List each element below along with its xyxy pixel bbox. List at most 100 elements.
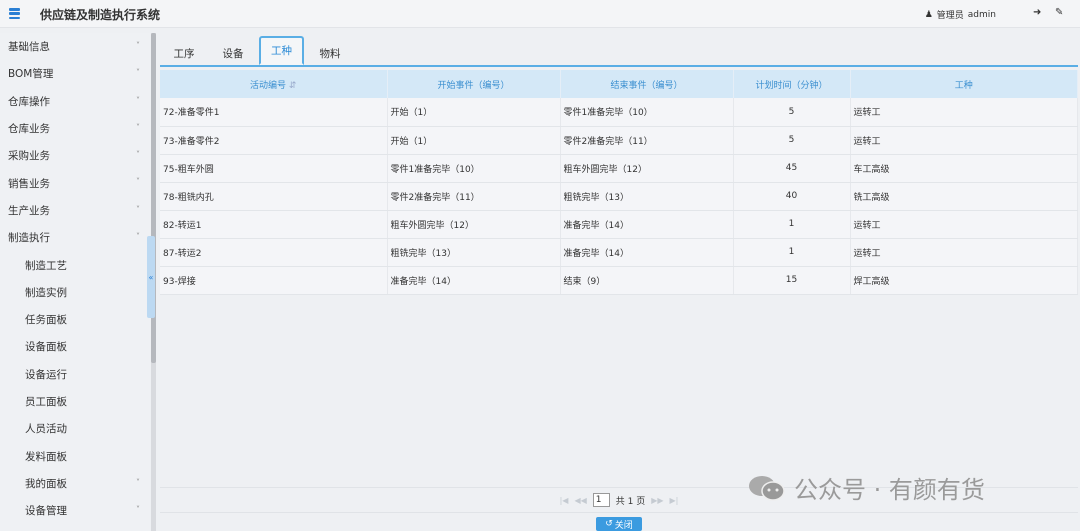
sidebar-item[interactable]: 我的面板 ˅ [0, 470, 150, 497]
table-cell: 1 [733, 210, 851, 239]
table-row[interactable]: 93-焊接 准备完毕（14） 结束（9） 15 焊工高级 [160, 266, 1078, 295]
table-row[interactable]: 78-粗铣内孔 零件2准备完毕（11） 粗铣完毕（13） 40 铣工高级 [160, 182, 1078, 211]
chevron-down-icon: ˅ [136, 41, 140, 50]
chevron-down-icon: ˅ [136, 68, 140, 78]
username: admin [967, 9, 996, 20]
table-row[interactable]: 75-粗车外圆 零件1准备完毕（10） 粗车外圆完毕（12） 45 车工高级 [160, 154, 1078, 183]
table-cell: 开始（1） [387, 98, 561, 127]
chevron-down-icon: ˅ [136, 505, 140, 515]
column-header-time[interactable]: 计划时间（分钟） [733, 70, 851, 98]
column-header-activity[interactable]: 活动编号 ⇵ [160, 70, 388, 98]
table-cell: 粗车外圆完毕（12） [387, 210, 561, 239]
sidebar-item[interactable]: 任务面板 [0, 306, 150, 333]
table-row[interactable]: 87-转运2 粗铣完毕（13） 准备完毕（14） 1 运转工 [160, 238, 1078, 267]
tab-process[interactable]: 工序 [173, 48, 195, 60]
sidebar-item[interactable]: 设备管理 ˅ [0, 497, 150, 524]
table-cell: 82-转运1 [160, 210, 388, 239]
table-row[interactable]: 72-准备零件1 开始（1） 零件1准备完毕（10） 5 运转工 [160, 98, 1078, 127]
last-page-icon[interactable]: ▶| [669, 495, 679, 505]
sidebar-item[interactable]: 制造执行 ˅ [0, 224, 150, 251]
logout-icon[interactable]: ➜ [1033, 7, 1042, 18]
main-panel: 工序 设备 工种 物料 活动编号 ⇵ 开始事件（编号） 结束事件（编号） 计划时… [158, 33, 1078, 531]
chevron-down-icon: ˅ [136, 177, 140, 187]
app-header: 供应链及制造执行系统 ♟ 管理员 admin ➜ ✎ [0, 0, 1080, 28]
table-cell: 75-粗车外圆 [160, 154, 388, 183]
chevron-down-icon: ˅ [136, 204, 140, 214]
sidebar-item[interactable]: 设备面板 [0, 333, 150, 360]
page-total: 共 1 页 [615, 496, 646, 507]
next-page-icon[interactable]: ▶▶ [651, 495, 664, 505]
table-cell: 78-粗铣内孔 [160, 182, 388, 211]
close-label: 关闭 [614, 520, 633, 531]
collapse-sidebar-icon[interactable]: « [147, 236, 155, 318]
table-row[interactable]: 82-转运1 粗车外圆完毕（12） 准备完毕（14） 1 运转工 [160, 210, 1078, 239]
sidebar-item[interactable]: 仓库业务 ˅ [0, 115, 150, 142]
sidebar-item-label: 仓库操作 [8, 95, 50, 108]
prev-page-icon[interactable]: ◀◀ [574, 495, 587, 505]
close-button[interactable]: ↺ 关闭 [596, 517, 642, 531]
table-cell: 焊工高级 [850, 266, 1078, 295]
sidebar-item[interactable]: BOM管理 ˅ [0, 60, 150, 87]
table-cell: 零件2准备完毕（11） [560, 126, 734, 155]
table-cell: 72-准备零件1 [160, 98, 388, 127]
sidebar-item[interactable]: 生产业务 ˅ [0, 197, 150, 224]
sidebar-item[interactable]: 员工面板 [0, 388, 150, 415]
table-cell: 93-焊接 [160, 266, 388, 295]
table-cell: 零件2准备完毕（11） [387, 182, 561, 211]
user-info[interactable]: ♟ 管理员 admin [924, 8, 996, 22]
brush-icon[interactable]: ✎ [1055, 7, 1064, 18]
column-header-worktype[interactable]: 工种 [850, 70, 1078, 98]
table-cell: 5 [733, 126, 851, 155]
watermark: 公众号 · 有颜有货 [748, 470, 985, 505]
sidebar-item[interactable]: 采购业务 ˅ [0, 142, 150, 169]
table-row[interactable]: 73-准备零件2 开始（1） 零件2准备完毕（11） 5 运转工 [160, 126, 1078, 155]
sidebar-item[interactable]: 制造工艺 [0, 251, 150, 278]
pagination: |◀ ◀◀ 1 共 1 页 ▶▶ ▶| [160, 487, 1078, 513]
sidebar-item-label: 人员活动 [25, 423, 67, 436]
menu-icon[interactable] [9, 8, 20, 19]
table-cell: 40 [733, 182, 851, 211]
tab-worktype[interactable]: 工种 [259, 36, 304, 65]
sidebar-item-label: 生产业务 [8, 204, 50, 217]
column-header-start[interactable]: 开始事件（编号） [387, 70, 561, 98]
sidebar-item[interactable]: 销售业务 ˅ [0, 169, 150, 196]
sidebar-item[interactable]: 仓库操作 ˅ [0, 88, 150, 115]
table-cell: 运转工 [850, 98, 1078, 127]
sidebar-item-label: 仓库业务 [8, 123, 50, 136]
table-cell: 73-准备零件2 [160, 126, 388, 155]
table-cell: 15 [733, 266, 851, 295]
sidebar: 基础信息 ˅ BOM管理 ˅ 仓库操作 ˅ 仓库业务 ˅ 采购业务 ˅ 销售业务 ˅ 生产业务 ˅ 制造执行… [0, 33, 150, 531]
user-icon: ♟ [924, 9, 933, 20]
data-table: 活动编号 ⇵ 开始事件（编号） 结束事件（编号） 计划时间（分钟） 工种 72-… [160, 70, 1078, 295]
sidebar-item-label: 制造执行 [8, 232, 50, 245]
sidebar-item[interactable]: 制造实例 [0, 279, 150, 306]
watermark-text: 公众号 · 有颜有货 [794, 476, 985, 504]
column-header-end[interactable]: 结束事件（编号） [560, 70, 734, 98]
tab-material[interactable]: 物料 [319, 48, 341, 60]
app-title: 供应链及制造执行系统 [40, 8, 161, 22]
sidebar-item-label: 我的面板 [25, 477, 67, 490]
chevron-down-icon: ˅ [136, 150, 140, 160]
sort-icon[interactable]: ⇵ [288, 80, 297, 91]
tab-bar: 工序 设备 工种 物料 [160, 36, 1078, 67]
table-cell: 零件1准备完毕（10） [560, 98, 734, 127]
table-cell: 1 [733, 238, 851, 267]
sidebar-item[interactable]: 人员活动 [0, 415, 150, 442]
page-input[interactable]: 1 [592, 493, 610, 507]
sidebar-item[interactable]: 发料面板 [0, 442, 150, 469]
sidebar-item[interactable]: 基础信息 ˅ [0, 33, 150, 60]
chevron-down-icon: ˅ [136, 232, 140, 242]
table-cell: 粗车外圆完毕（12） [560, 154, 734, 183]
table-cell: 87-转运2 [160, 238, 388, 267]
sidebar-item-label: 制造工艺 [25, 259, 67, 272]
table-cell: 运转工 [850, 210, 1078, 239]
sidebar-item-label: 基础信息 [8, 41, 50, 54]
chevron-down-icon: ˅ [136, 477, 140, 487]
first-page-icon[interactable]: |◀ [559, 495, 569, 505]
sidebar-item-label: 任务面板 [25, 314, 67, 327]
table-cell: 5 [733, 98, 851, 127]
sidebar-item[interactable]: 设备运行 [0, 361, 150, 388]
tab-equipment[interactable]: 设备 [222, 48, 244, 60]
sidebar-item-label: 销售业务 [8, 177, 50, 190]
sidebar-item-label: 员工面板 [25, 396, 67, 408]
